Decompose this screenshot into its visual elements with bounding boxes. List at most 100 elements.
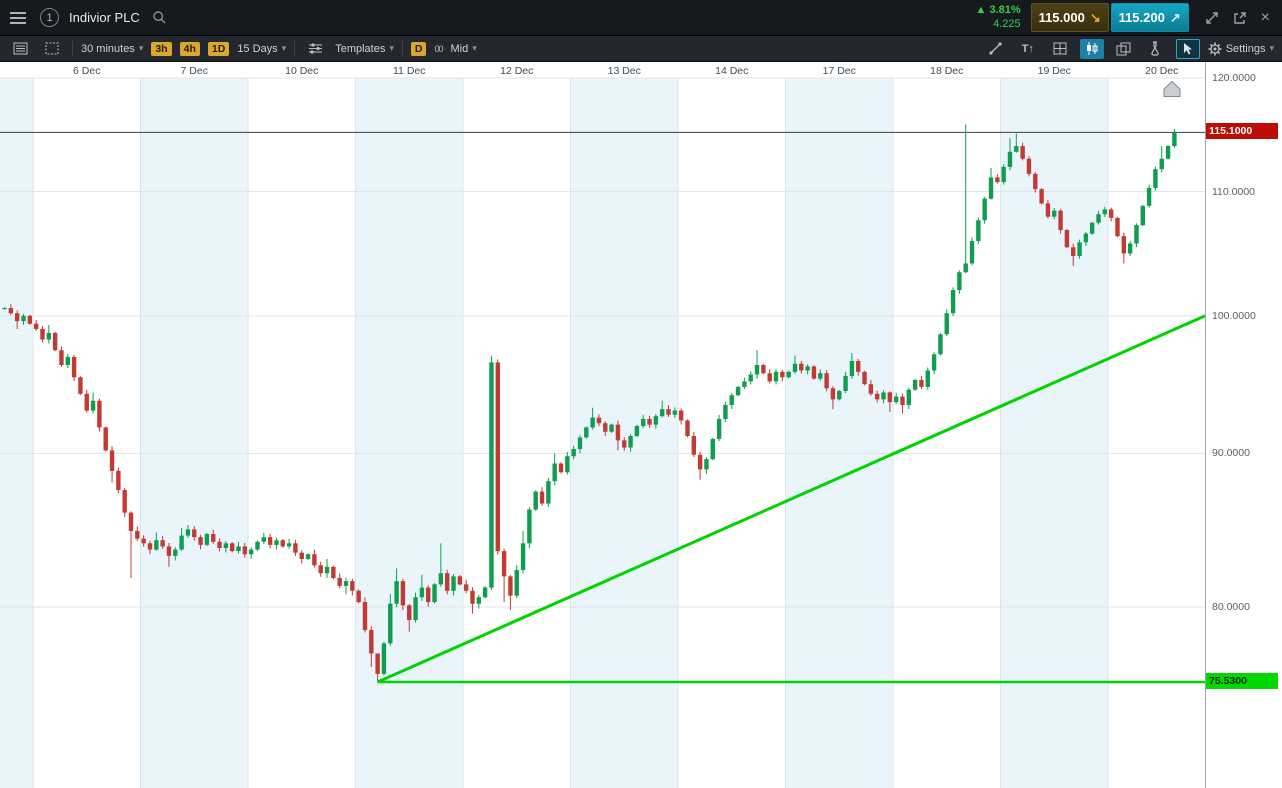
- candle: [887, 391, 893, 412]
- latest-price-marker-icon[interactable]: [1163, 80, 1181, 97]
- popout-icon[interactable]: [1233, 11, 1247, 25]
- candle: [1127, 240, 1133, 257]
- candle: [1153, 166, 1158, 191]
- pointer-mode-icon[interactable]: [1175, 38, 1200, 59]
- candle: [1083, 231, 1089, 246]
- candle: [584, 426, 589, 439]
- candle: [318, 561, 323, 577]
- day-band: [0, 78, 33, 788]
- candle: [995, 173, 1000, 184]
- interval-dropdown[interactable]: 30 minutes ▾: [81, 43, 143, 55]
- price-axis[interactable]: 120.0000 110.0000 100.0000 90.0000 80.0000 11…: [1205, 62, 1282, 788]
- quick-interval-1d[interactable]: 1D: [207, 41, 230, 56]
- candle: [659, 400, 665, 418]
- day-band: [355, 78, 463, 788]
- candle: [1115, 216, 1120, 238]
- day-band: [140, 78, 248, 788]
- candle: [267, 533, 273, 549]
- candle: [419, 574, 425, 601]
- candle: [59, 346, 64, 368]
- candle: [653, 414, 659, 429]
- candle: [603, 421, 608, 436]
- candle: [843, 371, 848, 394]
- axis-tick-label: 110.0000: [1212, 185, 1256, 198]
- chart-area: 6 Dec 7 Dec 10 Dec 11 Dec 12 Dec 13 Dec 14 Dec…: [0, 62, 1282, 788]
- support-price-badge: 75.5300: [1206, 672, 1278, 689]
- quick-interval-4h[interactable]: 4h: [179, 41, 200, 56]
- candle: [931, 352, 937, 375]
- price-change: ▲ 3.81% 4.225: [976, 4, 1021, 30]
- templates-icon: [303, 39, 327, 59]
- candle: [248, 547, 254, 559]
- chevron-down-icon: ▾: [472, 43, 477, 53]
- candle: [413, 592, 418, 623]
- candle: [1033, 172, 1038, 193]
- settings-dropdown[interactable]: Settings ▾: [1208, 42, 1274, 56]
- candle: [1064, 229, 1070, 249]
- candle: [799, 360, 804, 374]
- candle: [261, 532, 267, 545]
- candle: [312, 549, 317, 568]
- candle: [135, 526, 140, 541]
- buy-button[interactable]: 115.200 ↗: [1110, 3, 1189, 32]
- trendline[interactable]: [377, 314, 1205, 684]
- templates-dropdown[interactable]: Templates ▾: [335, 43, 394, 55]
- candle: [944, 309, 949, 337]
- window-link-number[interactable]: 1: [40, 8, 59, 27]
- quick-interval-3h[interactable]: 3h: [151, 41, 172, 56]
- price-mode-dropdown[interactable]: Mid ▾: [450, 43, 476, 55]
- candle: [407, 604, 412, 632]
- candle: [274, 537, 279, 550]
- settings-label: Settings: [1225, 42, 1266, 55]
- day-band: [1108, 78, 1205, 788]
- candle: [381, 642, 387, 676]
- candle: [716, 414, 722, 442]
- menu-icon[interactable]: [8, 5, 28, 31]
- range-dropdown[interactable]: 15 Days ▾: [237, 43, 286, 55]
- separator: [401, 41, 403, 56]
- candle: [1001, 164, 1006, 185]
- separator: [294, 41, 296, 56]
- sell-button[interactable]: 115.000 ↘: [1030, 3, 1109, 32]
- candle: [394, 568, 399, 608]
- indicators-flask-icon[interactable]: [1144, 39, 1168, 59]
- resize-icon[interactable]: [1205, 11, 1219, 25]
- candle: [299, 550, 304, 564]
- text-tool-icon[interactable]: T↑: [1021, 42, 1034, 55]
- candle: [350, 578, 355, 596]
- candle: [1089, 221, 1095, 235]
- day-band: [248, 78, 356, 788]
- candle: [1052, 207, 1057, 220]
- candle: [160, 535, 165, 549]
- candle: [742, 377, 747, 389]
- close-icon[interactable]: ×: [1260, 8, 1270, 26]
- candle: [369, 626, 374, 668]
- candle: [1071, 243, 1076, 266]
- axis-tick-label: 90.0000: [1212, 447, 1250, 460]
- trendline-tool-icon[interactable]: [984, 39, 1008, 59]
- candle: [52, 331, 58, 352]
- candle: [874, 390, 880, 403]
- candle: [558, 462, 564, 474]
- candle: [293, 539, 298, 557]
- candlestick-chart-type-icon[interactable]: [1079, 38, 1104, 59]
- watchlist-icon[interactable]: [8, 39, 32, 59]
- candle: [1058, 208, 1063, 234]
- candle: [704, 456, 709, 474]
- candle: [912, 378, 918, 391]
- day-band: [463, 78, 571, 788]
- day-band: [33, 78, 141, 788]
- candle: [166, 543, 172, 567]
- chart-canvas[interactable]: 6 Dec 7 Dec 10 Dec 11 Dec 12 Dec 13 Dec 14 Dec…: [0, 62, 1205, 788]
- candle: [634, 424, 640, 438]
- grid-icon[interactable]: [1048, 39, 1072, 59]
- candle: [723, 401, 728, 423]
- layout-icon[interactable]: [40, 39, 64, 59]
- candle: [881, 390, 886, 404]
- interval-label: 30 minutes: [81, 42, 135, 55]
- search-icon[interactable]: [152, 10, 167, 25]
- candle: [969, 237, 975, 266]
- drawing-badge[interactable]: D: [410, 41, 427, 56]
- compare-icon[interactable]: [1112, 39, 1136, 59]
- candle: [204, 532, 210, 547]
